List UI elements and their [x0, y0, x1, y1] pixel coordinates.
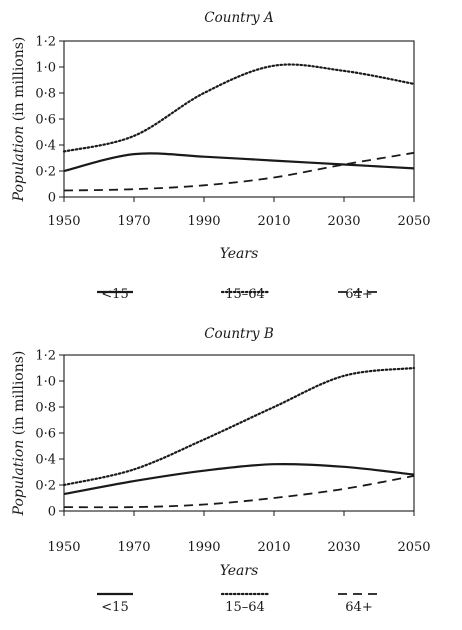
- x-tick-label: 1970: [117, 540, 150, 555]
- x-tick-label: 1990: [187, 540, 220, 555]
- y-axis-label: Population (in millions): [11, 37, 27, 203]
- series-line-dashed: [63, 151, 415, 192]
- x-tick-label: 2050: [397, 540, 430, 555]
- y-tick-label: 0·8: [35, 87, 56, 102]
- y-tick-label: 0·6: [35, 427, 56, 442]
- y-axis-label: Population (in millions): [11, 351, 27, 517]
- x-axis-label: Years: [220, 246, 259, 262]
- chart-title: Country B: [204, 326, 274, 342]
- legend-label: 15–64: [225, 287, 265, 302]
- y-tick-label: 0·4: [35, 139, 56, 154]
- y-tick-label: 0: [48, 505, 56, 520]
- legend-label: 64+: [345, 600, 372, 615]
- legend-label: <15: [101, 287, 128, 302]
- series-line-dotted: [62, 63, 416, 153]
- y-tick-label: 1·2: [35, 349, 56, 364]
- y-axis-label-main: Population: [11, 126, 27, 203]
- series-line-dotted: [62, 366, 416, 487]
- y-tick-label: 0·2: [35, 479, 56, 494]
- y-tick-label: 0·6: [35, 113, 56, 128]
- x-tick-label: 2030: [327, 214, 360, 229]
- chart-1: Country A 0 0·2 0·4 0·6 0·8 1·0 1·2 1950 1970 1990…: [11, 10, 431, 302]
- x-tick-label: 1950: [47, 214, 80, 229]
- y-axis-label-unit: (in millions): [11, 351, 27, 440]
- plot-frame: [63, 40, 415, 198]
- y-tick-label: 1·0: [35, 375, 56, 390]
- legend-label: 15–64: [225, 600, 265, 615]
- series-line-solid: [63, 462, 415, 496]
- y-tick-label: 0·8: [35, 401, 56, 416]
- y-tick-label: 1·2: [35, 35, 56, 50]
- x-tick-label: 2010: [257, 214, 290, 229]
- y-tick-label: 0·2: [35, 165, 56, 180]
- chart-2: Country B 0 0·2 0·4 0·6 0·8 1·0 1·2 1950 1970 1990…: [11, 326, 431, 615]
- x-tick-label: 2030: [327, 540, 360, 555]
- x-tick-label: 1950: [47, 540, 80, 555]
- x-tick-label: 2010: [257, 540, 290, 555]
- y-tick-label: 1·0: [35, 61, 56, 76]
- x-axis-label: Years: [220, 563, 259, 579]
- y-axis-label-unit: (in millions): [11, 37, 27, 126]
- series-line-dashed: [63, 475, 415, 509]
- y-tick-label: 0: [48, 191, 56, 206]
- y-axis-label-main: Population: [11, 440, 27, 517]
- chart-title: Country A: [204, 10, 274, 26]
- x-tick-label: 1970: [117, 214, 150, 229]
- y-tick-label: 0·4: [35, 453, 56, 468]
- x-tick-label: 2050: [397, 214, 430, 229]
- x-tick-label: 1990: [187, 214, 220, 229]
- legend-label: <15: [101, 600, 128, 615]
- series-line-solid: [63, 152, 415, 173]
- legend-label: 64+: [345, 287, 372, 302]
- plot-frame: [63, 354, 415, 512]
